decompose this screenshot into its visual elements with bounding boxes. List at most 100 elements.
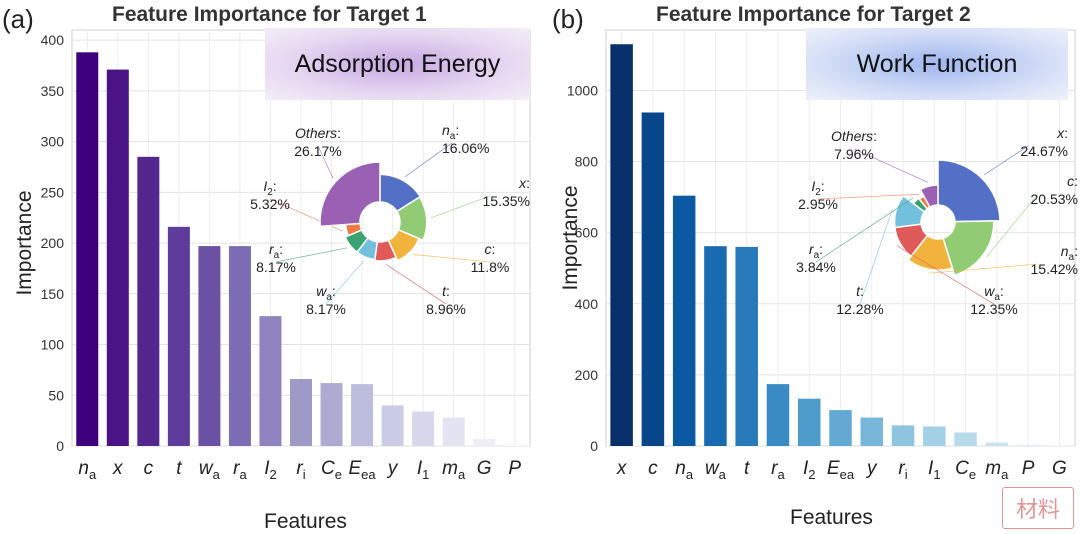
pie-label-pct-a-3: 8.96% [426, 301, 466, 317]
pie-label-pct-a-7: 26.17% [294, 143, 341, 159]
x-tick-label-a-10: y [386, 458, 399, 479]
pie-label-pct-b-6: 2.95% [798, 196, 838, 212]
y-tick-label-a: 400 [41, 32, 65, 48]
pie-label-pct-b-7: 7.96% [834, 146, 874, 162]
x-tick-label-b-9: ri [898, 458, 907, 482]
bar-b-4 [735, 246, 758, 446]
pie-label-name-b-4: t: [856, 283, 864, 299]
bar-b-8 [860, 417, 884, 446]
pie-leader-b-0 [983, 145, 1029, 176]
bar-a-10 [381, 405, 404, 446]
x-tick-label-b-0: x [616, 458, 628, 479]
pie-leader-a-0 [404, 142, 453, 178]
x-tick-label-a-2: c [144, 458, 154, 479]
bar-b-14 [1048, 445, 1071, 446]
y-tick-label-b: 0 [590, 438, 598, 454]
x-tick-label-a-6: I2 [264, 458, 277, 482]
pie-label-pct-b-0: 24.67% [1021, 143, 1068, 159]
x-tick-label-b-1: c [648, 458, 658, 479]
pie-leader-b-4 [859, 209, 893, 305]
bar-a-6 [259, 316, 282, 446]
x-tick-label-a-13: G [477, 458, 492, 479]
pie-leader-b-5 [815, 197, 914, 263]
x-tick-label-a-5: ra [233, 458, 247, 482]
pie-label-name-b-3: wa: [984, 283, 1004, 303]
y-tick-label-b: 200 [575, 367, 599, 383]
y-tick-label-b: 800 [575, 154, 599, 170]
pie-label-pct-a-5: 8.17% [256, 259, 296, 275]
bar-b-2 [672, 195, 696, 446]
x-tick-label-b-6: I2 [803, 458, 816, 482]
pie-label-name-a-6: I2: [263, 178, 276, 198]
bar-a-1 [106, 69, 129, 446]
bar-a-8 [320, 383, 343, 446]
pie-leader-b-6 [817, 193, 920, 200]
x-tick-label-b-2: na [675, 458, 694, 482]
x-axis-label-b: Features [790, 506, 873, 529]
pie-label-pct-a-0: 16.06% [442, 140, 489, 156]
pie-slice-b-4 [893, 194, 926, 229]
pie-slice-b-2 [907, 234, 954, 271]
watermark-text: 材料 [1015, 497, 1060, 522]
bar-b-0 [610, 44, 633, 446]
x-tick-label-a-1: x [112, 458, 124, 479]
pie-leader-b-3 [896, 245, 995, 305]
bar-b-11 [954, 432, 977, 446]
pie-leader-a-3 [385, 264, 447, 305]
banner-a: Adsorption Energy [265, 28, 530, 100]
x-tick-label-b-14: G [1052, 458, 1067, 479]
y-tick-label-a: 300 [41, 134, 65, 150]
x-tick-label-b-3: wa [705, 458, 727, 482]
panel-label-a: (a) [2, 4, 34, 34]
bar-b-1 [641, 112, 665, 446]
x-tick-label-a-3: t [176, 458, 182, 479]
bar-b-5 [766, 384, 790, 446]
y-tick-label-a: 100 [41, 337, 65, 353]
pie-label-pct-b-4: 12.28% [836, 301, 883, 317]
bar-a-3 [167, 226, 190, 446]
bar-a-4 [198, 246, 221, 446]
pie-label-pct-b-2: 15.42% [1031, 261, 1078, 277]
x-tick-label-a-14: P [508, 458, 521, 479]
pie-slice-b-0 [937, 159, 1001, 223]
pie-label-name-a-2: c: [485, 241, 496, 257]
pie-leader-b-2 [928, 263, 1039, 274]
pie-label-name-a-4: wa: [316, 283, 336, 303]
pie-label-pct-b-5: 3.84% [796, 259, 836, 275]
pie-label-name-b-0: x: [1056, 125, 1068, 141]
y-tick-label-b: 1000 [567, 82, 598, 98]
pie-leader-a-5 [275, 247, 348, 263]
pie-leader-a-4 [325, 260, 365, 305]
banner-b: Work Function [806, 28, 1068, 100]
pie-label-pct-a-1: 15.35% [483, 193, 530, 209]
bar-a-12 [442, 417, 465, 446]
pie-label-name-b-1: c: [1067, 173, 1078, 189]
bar-a-13 [473, 438, 496, 446]
bar-a-14 [503, 443, 526, 446]
x-tick-label-b-4: t [744, 458, 750, 479]
y-axis-label-a: Importance [13, 190, 36, 296]
y-tick-label-a: 50 [48, 387, 64, 403]
bar-b-9 [891, 425, 915, 446]
bar-a-5 [228, 246, 251, 446]
pie-leader-a-1 [430, 195, 491, 219]
bar-b-10 [923, 426, 946, 446]
bar-b-3 [704, 246, 727, 446]
x-tick-label-a-4: wa [199, 458, 221, 482]
x-tick-label-b-12: ma [985, 458, 1009, 482]
x-tick-label-a-11: I1 [417, 458, 430, 482]
x-tick-label-b-10: I1 [928, 458, 941, 482]
x-tick-label-b-7: Eea [827, 458, 855, 482]
pie-slice-a-2 [387, 228, 421, 262]
x-tick-label-a-7: ri [296, 458, 305, 482]
pie-leader-b-1 [986, 193, 1039, 258]
pie-label-name-b-6: I2: [811, 178, 824, 198]
bar-b-7 [829, 410, 852, 446]
pie-slice-b-1 [942, 220, 995, 277]
x-tick-label-b-5: ra [771, 458, 785, 482]
bar-a-9 [351, 384, 374, 446]
pie-leader-b-7 [853, 148, 929, 183]
pie-label-name-a-0: na: [442, 122, 459, 142]
x-tick-label-b-13: P [1022, 458, 1035, 479]
pie-label-pct-a-6: 5.32% [250, 196, 290, 212]
